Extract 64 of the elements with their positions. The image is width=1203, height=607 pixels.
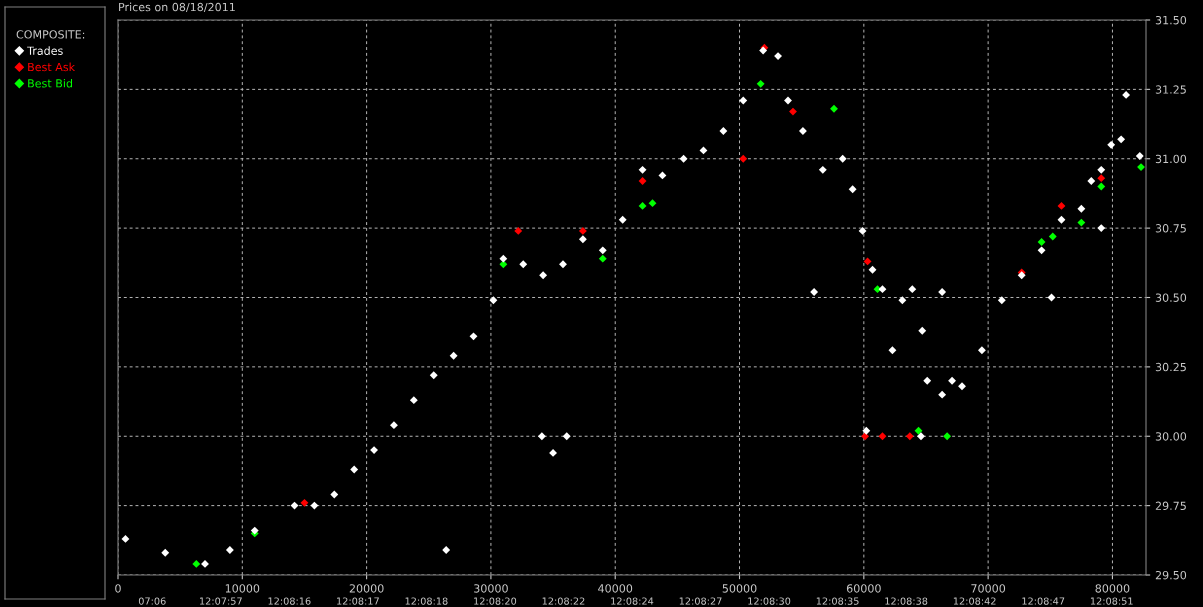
y-tick-label: 30.00: [1155, 432, 1187, 441]
text: 07:06: [138, 597, 166, 605]
y-tick-label: 31.00: [1155, 154, 1187, 164]
text: 12:07:57: [200, 597, 242, 605]
legend-label: Best Ask: [28, 62, 76, 72]
text: 12:08:22: [542, 597, 585, 605]
text: 12:08:47: [1022, 597, 1065, 605]
point: [1097, 182, 1106, 191]
point: [789, 107, 797, 116]
point: [1097, 174, 1106, 183]
point: [648, 199, 657, 208]
y-tick-label: 31.50: [1155, 15, 1187, 25]
x-tick-label: 40000: [598, 584, 633, 593]
x-tick-label: 30000: [474, 584, 508, 593]
point: [598, 254, 607, 263]
point: [861, 432, 869, 441]
x-tick-label: 20000: [349, 584, 384, 593]
text: 12:08:18: [405, 597, 448, 605]
y-tick-label: 29.75: [1155, 501, 1186, 510]
x-tick-label: 50000: [722, 584, 757, 593]
y-tick-label: 31.25: [1155, 85, 1186, 94]
point: [914, 426, 923, 435]
text: 12:08:24: [611, 597, 654, 605]
x-tick-label: 60000: [846, 584, 881, 593]
point: [830, 104, 838, 113]
x-tick-label: 80000: [1095, 584, 1130, 593]
x-tick-label: 10000: [225, 584, 260, 593]
point: [638, 177, 647, 185]
point: [943, 432, 952, 441]
legend-title: COMPOSITE:: [16, 30, 85, 39]
text: 12:08:38: [885, 597, 928, 605]
point: [499, 260, 508, 269]
point: [1048, 232, 1057, 241]
text: 12:08:42: [953, 597, 996, 605]
legend-label: Trades: [27, 46, 63, 55]
text: 12:08:20: [474, 597, 517, 605]
text: 12:08:17: [337, 597, 379, 605]
point: [1137, 163, 1145, 171]
y-tick-label: 30.75: [1155, 224, 1186, 233]
y-tick-label: 29.50: [1155, 570, 1187, 580]
point: [905, 432, 914, 441]
point: [1037, 238, 1046, 246]
text: 12:08:35: [816, 597, 859, 605]
point: [878, 432, 887, 441]
text: 12:08:51: [1090, 597, 1133, 605]
x-tick-label: 0: [115, 584, 121, 593]
point: [578, 226, 587, 235]
text: 12:08:27: [679, 597, 722, 605]
chart-title: Prices on 08/18/2011: [119, 2, 235, 13]
point: [514, 226, 523, 235]
legend-label: Best Bid: [28, 78, 72, 88]
point: [863, 257, 872, 266]
point: [739, 154, 748, 163]
text: 12:08:30: [748, 597, 791, 605]
point: [1077, 218, 1086, 227]
point: [300, 498, 309, 507]
text: 12:08:16: [268, 597, 311, 605]
point: [1057, 202, 1066, 210]
y-tick-label: 30.25: [1155, 362, 1186, 372]
x-tick-label: 70000: [971, 584, 1006, 593]
point: [638, 202, 647, 210]
y-tick-label: 30.50: [1155, 293, 1187, 302]
point: [192, 559, 201, 568]
point: [756, 79, 765, 88]
